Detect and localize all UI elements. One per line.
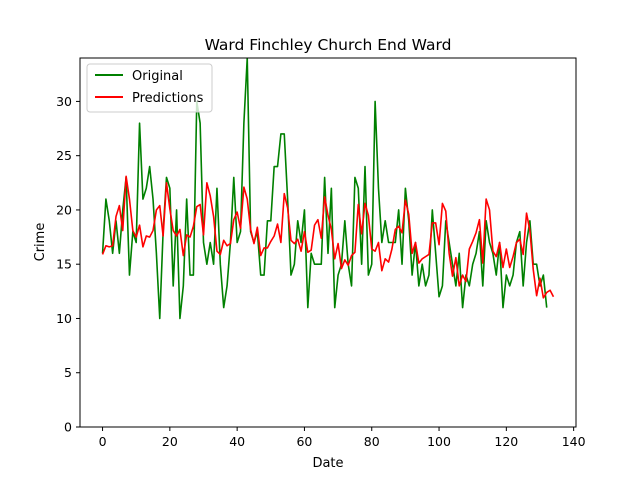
x-axis-ticks: 0 20 40 60 80 100 120 140	[99, 427, 586, 449]
x-axis-label: Date	[312, 456, 343, 471]
y-tick-label: 25	[56, 148, 72, 163]
x-tick-label: 140	[562, 434, 586, 449]
chart-title: Ward Finchley Church End Ward	[205, 36, 452, 54]
y-tick-label: 0	[64, 420, 72, 435]
series-line-original	[101, 58, 548, 320]
series-line-predictions	[101, 175, 555, 299]
plot-frame	[79, 57, 577, 428]
legend-label-predictions: Predictions	[132, 91, 204, 106]
x-tick-label: 0	[99, 434, 107, 449]
x-tick-label: 80	[364, 434, 380, 449]
legend-label-original: Original	[132, 69, 183, 84]
y-tick-label: 5	[64, 365, 72, 380]
y-tick-label: 30	[56, 94, 72, 109]
series-layer	[101, 58, 555, 320]
y-axis-ticks: 0 5 10 15 20 25 30	[56, 94, 80, 435]
x-tick-label: 20	[162, 434, 178, 449]
y-tick-label: 20	[56, 202, 72, 217]
x-tick-label: 40	[229, 434, 245, 449]
y-axis-label: Crime	[33, 223, 48, 262]
y-tick-label: 15	[56, 257, 72, 272]
x-tick-label: 120	[494, 434, 518, 449]
x-tick-label: 100	[427, 434, 451, 449]
legend: Original Predictions	[86, 63, 213, 113]
x-tick-label: 60	[296, 434, 312, 449]
y-tick-label: 10	[56, 311, 72, 326]
